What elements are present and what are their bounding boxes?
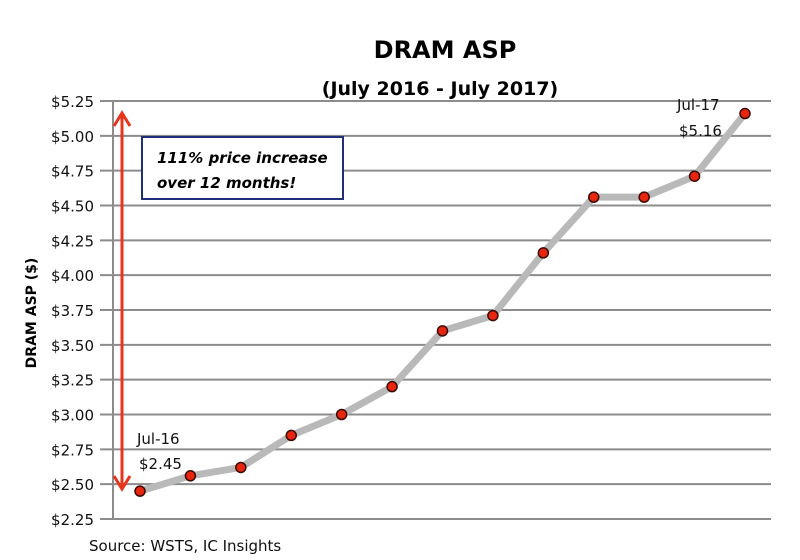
data-point: [638, 191, 650, 203]
y-axis-label: DRAM ASP ($): [24, 258, 40, 369]
data-point: [134, 485, 146, 497]
y-tick-label: $4.50: [51, 198, 94, 216]
data-point: [537, 247, 550, 259]
start-label: Jul-16: [136, 430, 180, 448]
y-tick-label: $2.50: [51, 476, 94, 494]
data-point: [285, 429, 297, 442]
y-tick-label: $3.00: [51, 407, 94, 425]
callout-line-2: over 12 months!: [157, 174, 296, 192]
source-note: Source: WSTS, IC Insights: [89, 537, 281, 555]
end-value: $5.16: [679, 122, 722, 140]
y-tick-label: $4.00: [51, 267, 94, 285]
y-tick-label: $2.75: [51, 441, 94, 459]
y-tick-label: $3.75: [51, 302, 94, 320]
start-value: $2.45: [139, 455, 182, 473]
range-arrow: [112, 110, 132, 492]
y-tick-label: $3.50: [51, 337, 94, 355]
data-point: [688, 170, 701, 182]
data-point: [436, 325, 449, 337]
data-point: [335, 408, 348, 421]
data-point: [739, 107, 751, 120]
y-tick-labels: $5.25 $5.00 $4.75 $4.50 $4.25 $4.00 $3.75 $3.50…: [51, 93, 94, 529]
y-tick-label: $3.25: [51, 372, 94, 390]
end-label: Jul-17: [676, 96, 720, 114]
callout-box: 111% price increase over 12 months!: [141, 136, 344, 200]
y-tick-label: $2.25: [51, 511, 94, 529]
data-point: [235, 461, 247, 474]
chart-title: DRAM ASP: [374, 36, 517, 64]
data-point: [184, 470, 197, 482]
data-point: [487, 309, 499, 322]
data-markers: [134, 107, 751, 497]
data-point: [588, 191, 600, 203]
y-tick-label: $4.75: [51, 163, 94, 181]
callout-line-1: 111% price increase: [157, 149, 328, 167]
y-tick-label: $5.25: [51, 93, 94, 111]
y-tick-label: $5.00: [51, 128, 94, 146]
y-tick-label: $4.25: [51, 232, 94, 250]
data-point: [386, 380, 398, 393]
chart-subtitle: (July 2016 - July 2017): [322, 78, 558, 100]
